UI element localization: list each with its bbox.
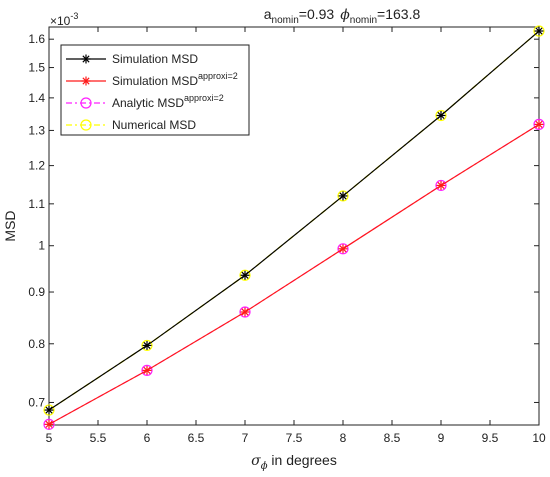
marker-stroke — [143, 341, 151, 350]
marker-stroke — [143, 366, 151, 374]
legend-label: Analytic MSDapproxi=2 — [112, 93, 224, 110]
x-label-sigma: σ — [251, 453, 261, 469]
marker-stroke — [82, 55, 90, 63]
series-2-point — [337, 243, 349, 255]
x-tick-label: 8.5 — [384, 431, 401, 445]
legend-label: Simulation MSDapproxi=2 — [112, 71, 238, 88]
x-tick-label: 8 — [340, 431, 347, 445]
y-exponent-label: ×10-3 — [50, 11, 78, 28]
x-tick-label: 7.5 — [286, 431, 303, 445]
marker-stroke — [45, 420, 53, 428]
series-1-point — [534, 119, 544, 129]
legend-marker — [81, 54, 91, 64]
series-1-point — [142, 365, 152, 375]
legend: Simulation MSD Simulation MSDapproxi=2 Ana… — [60, 44, 250, 136]
marker-stroke — [241, 308, 249, 316]
x-tick-label: 5 — [46, 431, 53, 445]
chart-title: anomin=0.93 ϕnomin=163.8 — [264, 6, 421, 26]
series-0-point — [142, 340, 152, 350]
exponent-base: ×10 — [50, 14, 71, 28]
series-1-point — [436, 180, 446, 190]
legend-marker — [81, 76, 91, 86]
legend-box — [60, 44, 250, 136]
exponent-power: -3 — [70, 11, 78, 21]
legend-marker — [80, 119, 92, 131]
legend-marker — [80, 97, 92, 109]
title-phi-value: =163.8 — [377, 6, 420, 22]
y-tick-label: 1.4 — [28, 91, 45, 105]
legend-item-3: Numerical MSD — [66, 118, 196, 132]
y-axis-label: MSD — [2, 210, 18, 241]
y-tick-label: 1.1 — [28, 197, 45, 211]
series-2-point — [43, 418, 55, 430]
legend-item-0: Simulation MSD — [66, 52, 198, 66]
marker-stroke — [339, 245, 347, 253]
series-2-point — [435, 179, 447, 192]
title-phi: ϕ — [340, 7, 350, 23]
y-tick-label: 1.5 — [28, 61, 45, 75]
series-1-line — [48, 123, 540, 425]
series-3-point — [337, 190, 349, 202]
legend-label: Simulation MSD — [112, 52, 198, 66]
series-0-point — [44, 405, 54, 415]
x-tick-label: 9 — [438, 431, 445, 445]
series-3 — [43, 25, 545, 416]
series-3-point — [533, 25, 545, 37]
series-0-point — [534, 26, 544, 36]
x-tick-label: 10 — [532, 431, 546, 445]
title-phi-sub: nomin — [350, 15, 377, 26]
x-tick-label: 7 — [242, 431, 249, 445]
marker-stroke — [535, 27, 543, 35]
x-tick-label: 9.5 — [482, 431, 499, 445]
series-0 — [44, 26, 544, 415]
marker-stroke — [241, 271, 249, 279]
legend-item-2: Analytic MSDapproxi=2 — [66, 93, 224, 110]
series-0-point — [436, 110, 446, 120]
x-tick-label: 6 — [144, 431, 151, 445]
series-3-point — [43, 404, 55, 416]
y-tick-label: 1.3 — [28, 123, 45, 137]
y-tick-label: 0.7 — [28, 395, 45, 409]
y-tick-label: 0.9 — [28, 285, 45, 299]
series-3-point — [435, 109, 447, 122]
marker-stroke — [437, 181, 445, 190]
marker-stroke — [339, 192, 347, 200]
series-3-point — [141, 339, 153, 352]
x-label-text: in degrees — [268, 452, 337, 468]
series-1-point — [44, 419, 54, 429]
series-1 — [44, 119, 544, 429]
marker-stroke — [82, 77, 90, 85]
y-tick-label: 0.8 — [28, 337, 45, 351]
series-3-point — [239, 269, 251, 281]
series-1-point — [338, 244, 348, 254]
series-2-point — [141, 364, 153, 376]
marker-stroke — [45, 406, 53, 414]
marker-stroke — [535, 120, 543, 128]
series-2-point — [239, 306, 251, 318]
legend-label: Numerical MSD — [112, 118, 196, 132]
axis-ticks: 5 5.5 6 6.5 7 7.5 8 8.5 9 9.5 10 0.7 0.8 0.9 1 1.1 1.2 1.… — [28, 27, 546, 445]
legend-item-1: Simulation MSDapproxi=2 — [66, 71, 238, 88]
series-0-line — [48, 30, 540, 411]
title-a-value: =0.93 — [299, 6, 335, 22]
y-tick-label: 1 — [38, 239, 45, 253]
title-a: a — [264, 6, 272, 22]
series-group — [43, 25, 545, 430]
x-axis-label: σϕ in degrees — [251, 452, 337, 472]
x-tick-label: 6.5 — [188, 431, 205, 445]
x-label-phi: ϕ — [261, 461, 268, 472]
y-tick-label: 1.2 — [28, 159, 45, 173]
series-0-point — [338, 191, 348, 201]
x-tick-label: 5.5 — [90, 431, 107, 445]
series-2-point — [533, 118, 545, 130]
title-a-sub: nomin — [272, 15, 299, 26]
series-1-point — [240, 307, 250, 317]
y-tick-label: 1.6 — [28, 32, 45, 46]
marker-stroke — [437, 111, 445, 120]
series-0-point — [240, 270, 250, 280]
